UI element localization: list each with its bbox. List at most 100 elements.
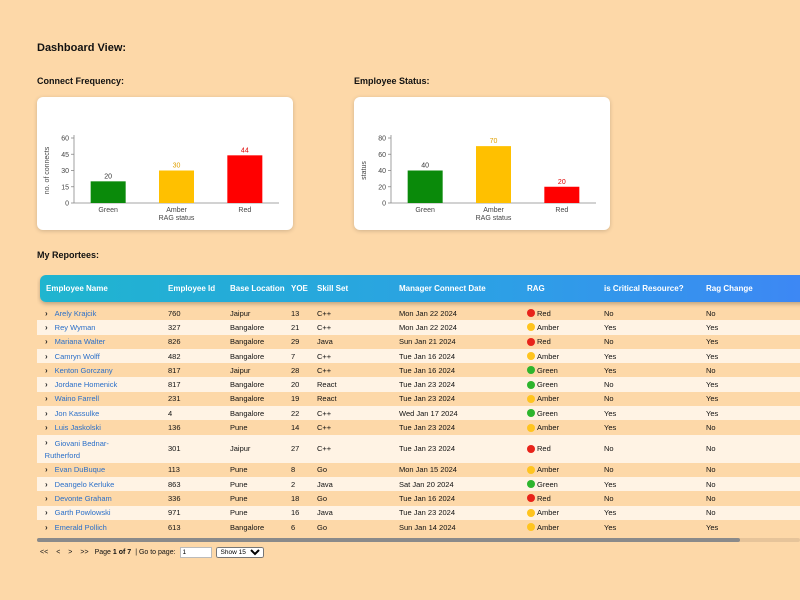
expand-row-icon[interactable]: › <box>45 365 48 375</box>
cell-name[interactable]: › Luis Jaskolski <box>45 420 101 434</box>
employee-name-link[interactable]: Garth Powlowski <box>54 508 111 518</box>
table-row[interactable]: › Emerald Pollich 613 Bangalore 6 Go Sun Jan 1… <box>37 520 800 534</box>
cell-yoe: 29 <box>291 337 300 347</box>
employee-name-link[interactable]: Mariana Walter <box>54 337 106 347</box>
cell-id: 231 <box>168 394 181 404</box>
expand-row-icon[interactable]: › <box>45 479 48 489</box>
table-row[interactable]: › Jordane Homenick 817 Bangalore 20 React Tue … <box>37 377 800 392</box>
cell-name[interactable]: › Camryn Wolff <box>45 349 100 363</box>
table-row[interactable]: › Luis Jaskolski 136 Pune 14 C++ Tue Jan 23 20… <box>37 420 800 434</box>
connect-bar-green[interactable] <box>90 181 126 203</box>
cell-name[interactable]: › Jon Kassulke <box>45 406 99 420</box>
cell-name[interactable]: › Arely Krajcik <box>45 306 96 320</box>
cell-name[interactable]: › Garth Powlowski <box>45 506 111 520</box>
expand-row-icon[interactable]: › <box>45 337 48 347</box>
expand-row-icon[interactable]: › <box>45 394 48 404</box>
cell-name[interactable]: › Rey Wyman <box>45 320 95 334</box>
col-rag[interactable]: RAG <box>527 284 545 293</box>
cell-yoe: 2 <box>291 479 296 489</box>
col-manager-connect-date[interactable]: Manager Connect Date <box>399 284 486 293</box>
scrollbar-thumb[interactable] <box>37 538 740 542</box>
table-row[interactable]: › Giovani Bednar- Rutherford 301 Jaipur 27 C++… <box>37 434 800 463</box>
table-row[interactable]: › Mariana Walter 826 Bangalore 29 Java Sun Jan… <box>37 335 800 349</box>
goto-page-input[interactable] <box>179 546 212 558</box>
employee-name-link[interactable]: Rey Wyman <box>54 322 96 332</box>
last-page-button[interactable]: >> <box>80 548 89 556</box>
expand-row-icon[interactable]: › <box>45 493 48 503</box>
cell-name[interactable]: › Deangelo Kerluke <box>45 477 114 491</box>
table-row[interactable]: › Rey Wyman 327 Bangalore 21 C++ Mon Jan 22 20… <box>37 320 800 335</box>
cell-loc: Bangalore <box>230 337 265 347</box>
cell-name[interactable]: › Giovani Bednar- Rutherford <box>45 435 109 462</box>
rag-amber-dot-icon <box>527 323 535 332</box>
status-bar-amber[interactable] <box>476 146 511 203</box>
cell-name[interactable]: › Evan DuBuque <box>45 463 105 477</box>
expand-row-icon[interactable]: › <box>45 380 48 390</box>
employee-name-link[interactable]: Camryn Wolff <box>54 351 100 361</box>
table-row[interactable]: › Devonte Graham 336 Pune 18 Go Tue Jan 16 202… <box>37 491 800 505</box>
status-bar-red[interactable] <box>544 186 580 203</box>
employee-name-link[interactable]: Devonte Graham <box>54 493 112 503</box>
table-row[interactable]: › Evan DuBuque 113 Pune 8 Go Mon Jan 15 2024 Am… <box>37 463 800 477</box>
rag-label: Green <box>537 380 558 390</box>
col-employee-name[interactable]: Employee Name <box>46 284 108 293</box>
cell-skill: C++ <box>317 308 332 318</box>
cell-yoe: 20 <box>291 380 300 390</box>
employee-name-link[interactable]: Arely Krajcik <box>54 308 97 318</box>
table-row[interactable]: › Kenton Gorczany 817 Jaipur 28 C++ Tue Jan 16… <box>37 363 800 377</box>
expand-row-icon[interactable]: › <box>45 423 48 433</box>
expand-row-icon[interactable]: › <box>45 408 48 418</box>
rag-red-dot-icon <box>527 309 535 318</box>
cell-name[interactable]: › Waino Farrell <box>45 392 99 406</box>
cell-rag: Red <box>527 435 551 463</box>
employee-name-link[interactable]: Luis Jaskolski <box>54 423 101 433</box>
connect-bar-red[interactable] <box>227 155 263 203</box>
first-page-button[interactable]: << <box>40 548 49 556</box>
employee-name-link[interactable]: Deangelo Kerluke <box>54 479 115 489</box>
page-size-select[interactable]: Show 15 <box>215 546 264 558</box>
employee-name-link[interactable]: Jon Kassulke <box>54 408 100 418</box>
table-row[interactable]: › Arely Krajcik 760 Jaipur 13 C++ Mon Jan 22 2… <box>37 306 800 320</box>
cell-name[interactable]: › Devonte Graham <box>45 491 112 505</box>
col-rag-change[interactable]: Rag Change <box>706 284 753 293</box>
expand-row-icon[interactable]: › <box>45 522 48 532</box>
expand-row-icon[interactable]: › <box>45 437 48 447</box>
cell-rag: Green <box>527 406 558 420</box>
cell-id: 817 <box>168 365 181 375</box>
employee-name-link[interactable]: Jordane Homenick <box>54 380 118 390</box>
connect-bar-amber[interactable] <box>159 170 194 204</box>
employee-name-link[interactable]: Emerald Pollich <box>54 522 107 532</box>
employee-name-link[interactable]: Giovani Bednar- Rutherford <box>44 438 109 460</box>
col-base-location[interactable]: Base Location <box>230 284 285 293</box>
expand-row-icon[interactable]: › <box>45 351 48 361</box>
table-row[interactable]: › Garth Powlowski 971 Pune 16 Java Tue Jan 23 … <box>37 505 800 520</box>
col-employee-id[interactable]: Employee Id <box>168 284 216 293</box>
employee-name-link[interactable]: Kenton Gorczany <box>54 365 113 375</box>
col-yoe[interactable]: YOE <box>291 284 308 293</box>
cell-critical: Yes <box>604 365 617 375</box>
cell-name[interactable]: › Kenton Gorczany <box>45 363 113 377</box>
rag-label: Red <box>537 337 551 347</box>
cell-name[interactable]: › Emerald Pollich <box>45 520 107 534</box>
cell-skill: Go <box>317 522 328 532</box>
cell-name[interactable]: › Jordane Homenick <box>45 377 117 391</box>
expand-row-icon[interactable]: › <box>45 322 48 332</box>
status-bar-green[interactable] <box>407 170 443 204</box>
employee-name-link[interactable]: Waino Farrell <box>54 394 99 404</box>
table-horizontal-scrollbar[interactable] <box>37 538 800 542</box>
table-row[interactable]: › Jon Kassulke 4 Bangalore 22 C++ Wed Jan 17 2… <box>37 406 800 421</box>
col-skill-set[interactable]: Skill Set <box>317 284 349 293</box>
expand-row-icon[interactable]: › <box>45 508 48 518</box>
table-row[interactable]: › Waino Farrell 231 Bangalore 19 React Tue Jan… <box>37 392 800 406</box>
prev-page-button[interactable]: < <box>56 548 61 556</box>
pagination: << < > >> Page 1 of 7 | Go to page: Show… <box>38 546 264 558</box>
table-row[interactable]: › Deangelo Kerluke 863 Pune 2 Java Sat Jan 20 … <box>37 476 800 492</box>
employee-name-link[interactable]: Evan DuBuque <box>54 465 106 475</box>
expand-row-icon[interactable]: › <box>45 465 48 475</box>
next-page-button[interactable]: > <box>68 548 73 556</box>
table-row[interactable]: › Camryn Wolff 482 Bangalore 7 C++ Tue Jan 16 … <box>37 348 800 364</box>
cell-rag: Red <box>527 491 551 505</box>
col-is-critical-resource[interactable]: is Critical Resource? <box>604 284 684 293</box>
cell-name[interactable]: › Mariana Walter <box>45 335 105 349</box>
expand-row-icon[interactable]: › <box>45 308 48 318</box>
